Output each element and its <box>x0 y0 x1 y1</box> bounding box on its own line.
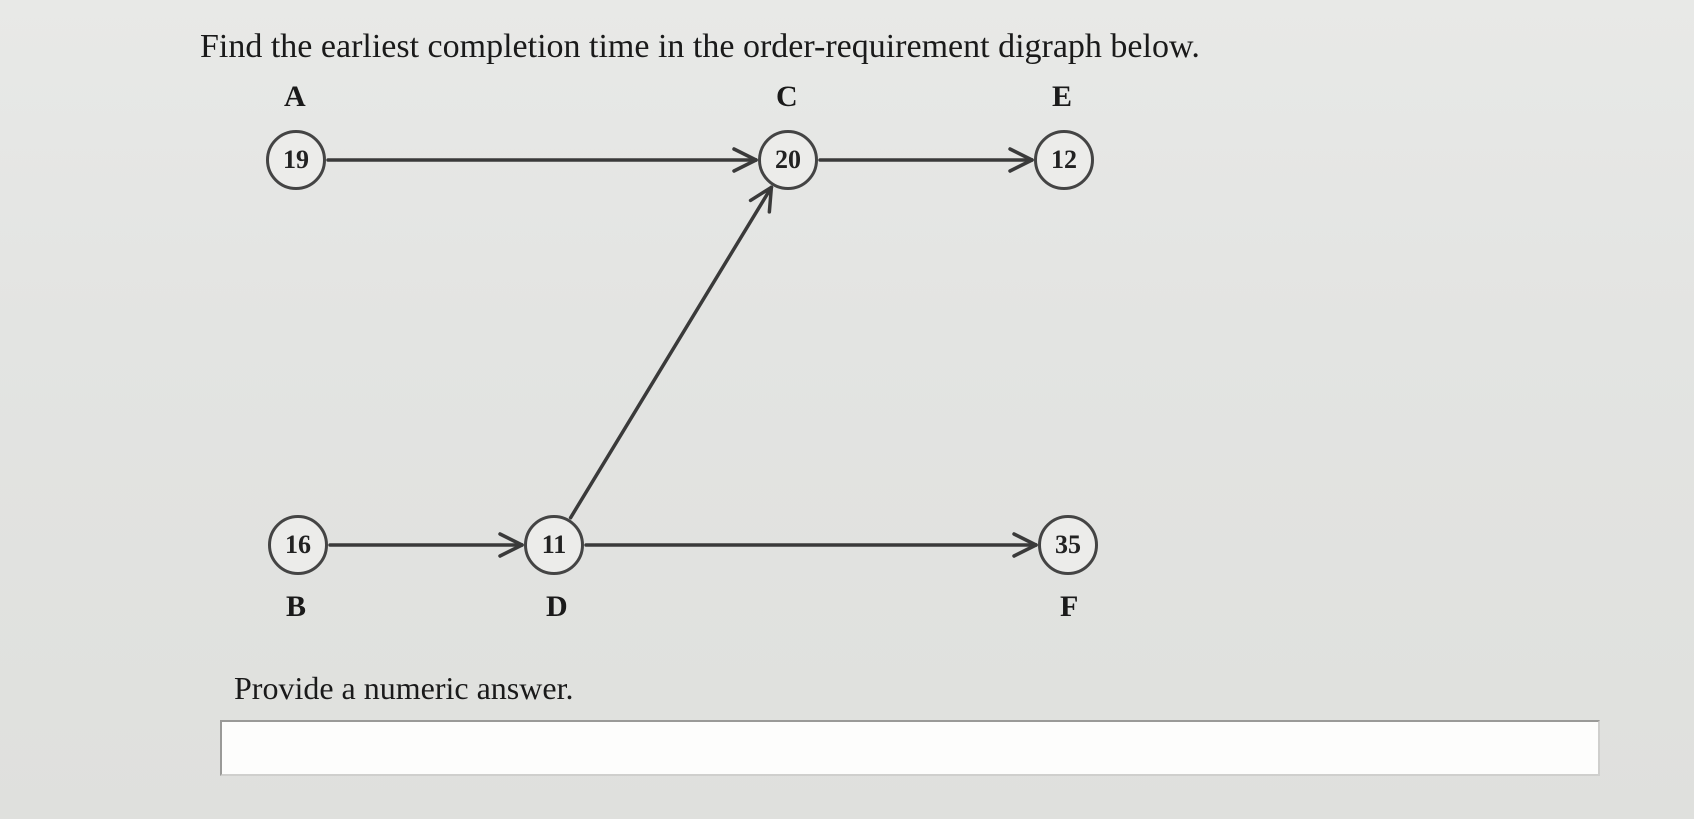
answer-prompt: Provide a numeric answer. <box>234 670 573 707</box>
node-b: 16 <box>268 515 328 575</box>
node-d: 11 <box>524 515 584 575</box>
node-value-a: 19 <box>283 145 309 175</box>
node-value-b: 16 <box>285 530 311 560</box>
node-value-d: 11 <box>542 530 567 560</box>
node-f: 35 <box>1038 515 1098 575</box>
node-label-f: F <box>1060 590 1078 624</box>
node-value-e: 12 <box>1051 145 1077 175</box>
node-a: 19 <box>266 130 326 190</box>
node-label-c: C <box>776 80 798 114</box>
node-label-a: A <box>284 80 306 114</box>
answer-input[interactable] <box>220 720 1600 776</box>
node-c: 20 <box>758 130 818 190</box>
node-label-b: B <box>286 590 306 624</box>
node-value-c: 20 <box>775 145 801 175</box>
node-label-e: E <box>1052 80 1072 114</box>
node-e: 12 <box>1034 130 1094 190</box>
node-label-d: D <box>546 590 568 624</box>
page: Find the earliest completion time in the… <box>0 0 1694 819</box>
node-value-f: 35 <box>1055 530 1081 560</box>
question-text: Find the earliest completion time in the… <box>200 28 1200 66</box>
